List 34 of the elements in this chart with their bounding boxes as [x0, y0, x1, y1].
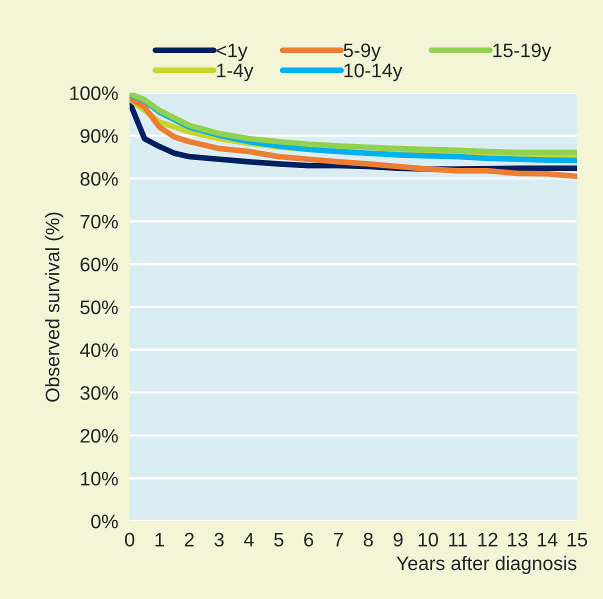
y-tick-label: 50%	[80, 300, 118, 314]
x-tick-label: 15	[568, 532, 588, 547]
y-axis-title: Observed survival (%)	[45, 212, 64, 402]
x-tick-label: 11	[449, 532, 467, 546]
y-tick-label: 90%	[80, 129, 118, 143]
legend-label: <1y	[216, 44, 248, 62]
x-tick-label: 3	[214, 532, 224, 547]
x-tick-label: 5	[274, 532, 284, 547]
x-tick-label: 6	[304, 532, 314, 547]
x-tick-label: 10	[418, 532, 438, 547]
y-tick-label: 40%	[80, 343, 118, 358]
y-tick-label: 0%	[91, 514, 118, 528]
x-tick-label: 0	[125, 532, 134, 547]
legend-label: 15-19y	[493, 43, 552, 62]
y-tick-label: 100%	[70, 86, 118, 100]
y-tick-label: 60%	[80, 258, 118, 272]
legend-label: 5-9y	[344, 43, 381, 62]
x-tick-label: 2	[184, 532, 194, 546]
x-tick-label: 12	[478, 532, 498, 546]
y-tick-label: 80%	[80, 172, 118, 186]
x-tick-label: 1	[156, 532, 164, 546]
y-tick-label: 70%	[80, 214, 118, 229]
x-axis-title: Years after diagnosis	[396, 556, 576, 574]
x-tick-label: 7	[334, 532, 343, 546]
x-tick-label: 14	[538, 532, 558, 546]
x-tick-label: 8	[364, 532, 373, 547]
y-tick-label: 10%	[81, 472, 118, 486]
legend-label: 1-4y	[217, 64, 254, 82]
x-tick-label: 9	[394, 532, 403, 547]
y-tick-label: 20%	[80, 428, 118, 443]
legend-label: 10-14y	[344, 64, 402, 82]
x-tick-label: 13	[508, 532, 528, 547]
x-tick-label: 4	[244, 532, 254, 546]
y-tick-label: 30%	[80, 386, 118, 400]
